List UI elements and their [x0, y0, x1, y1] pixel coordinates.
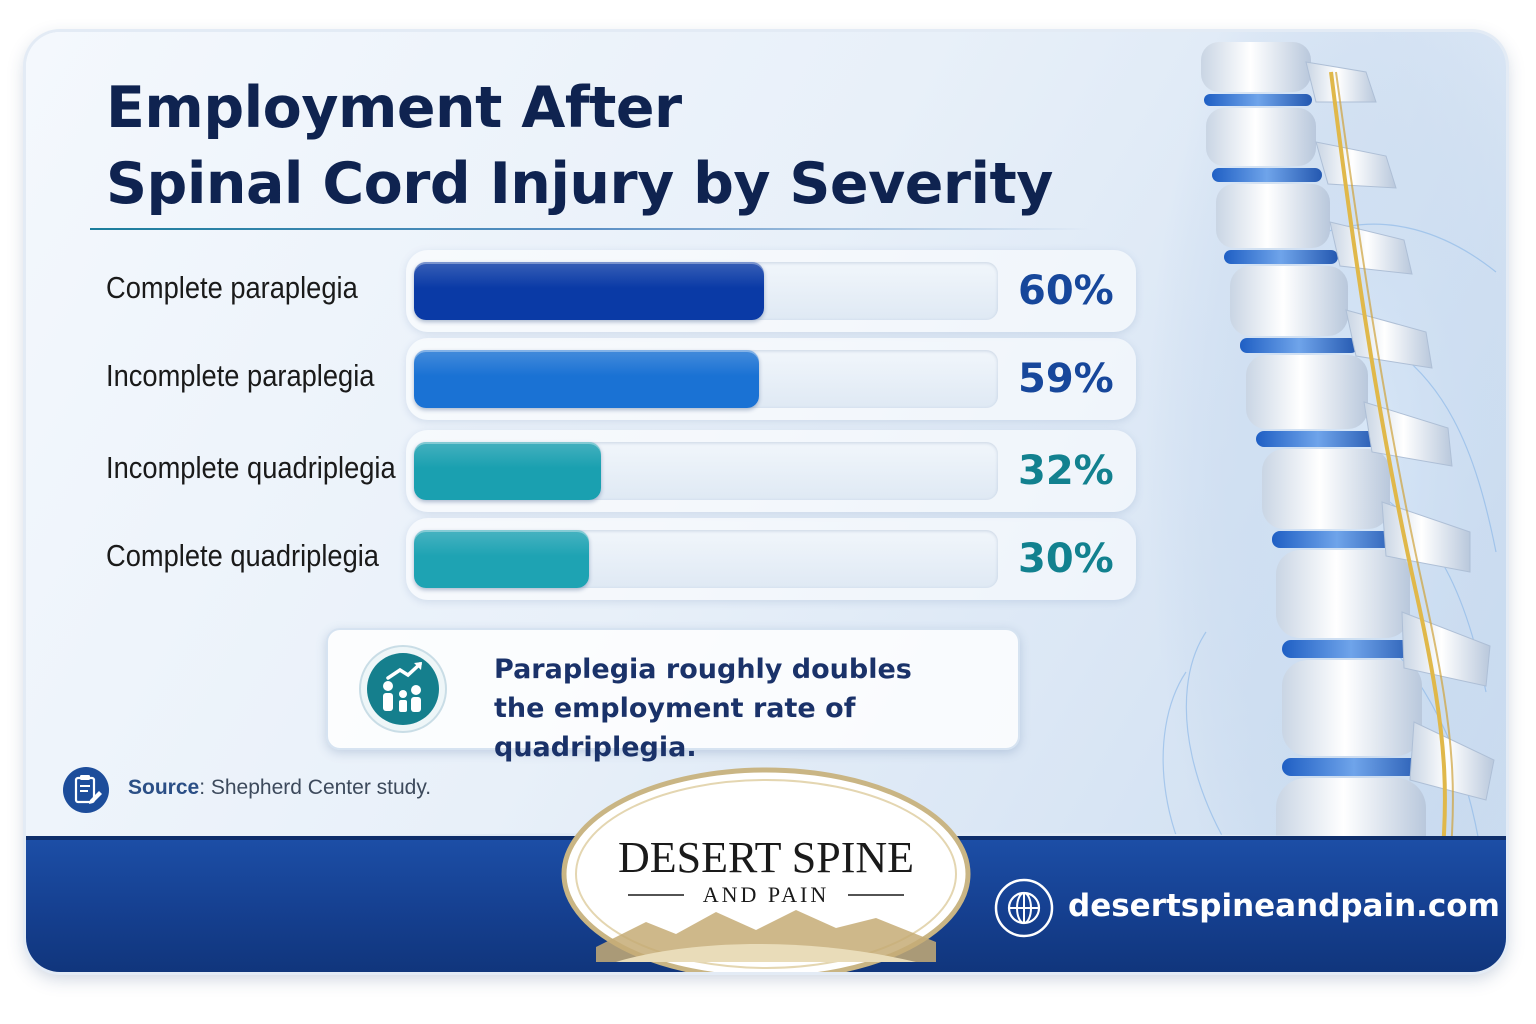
source-key: Source	[128, 776, 200, 799]
website-link[interactable]: desertspineandpain.com	[1068, 888, 1500, 924]
bar	[414, 442, 601, 500]
clipboard-icon	[63, 767, 109, 813]
brand-logo: DESERT SPINE AND PAIN	[561, 767, 971, 972]
source-value: : Shepherd Center study.	[199, 776, 432, 799]
category-label: Complete paraplegia	[106, 270, 358, 305]
globe-icon	[994, 878, 1054, 938]
chart-title: Employment After Spinal Cord Injury by S…	[106, 70, 1053, 222]
callout-line-1: Paraplegia roughly doubles	[494, 654, 912, 685]
bar-row: 60%	[406, 250, 1136, 332]
category-label: Incomplete paraplegia	[106, 358, 375, 393]
value-label: 60%	[1018, 268, 1114, 314]
bar	[414, 350, 759, 408]
bar	[414, 530, 589, 588]
bar-track	[414, 350, 998, 408]
title-divider	[90, 228, 1090, 230]
value-label: 59%	[1018, 356, 1114, 402]
category-label: Complete quadriplegia	[106, 538, 379, 573]
bar-track	[414, 442, 998, 500]
spine-illustration	[1146, 32, 1506, 972]
callout-line-2: the employment rate of quadriplegia.	[494, 693, 856, 763]
logo-name: DESERT SPINE	[618, 833, 914, 882]
bar	[414, 262, 764, 320]
value-label: 30%	[1018, 536, 1114, 582]
infographic-card: Employment After Spinal Cord Injury by S…	[26, 32, 1506, 972]
callout-text: Paraplegia roughly doubles the employmen…	[494, 650, 1018, 767]
source-text: Source: Shepherd Center study.	[128, 776, 431, 800]
bar-row: 59%	[406, 338, 1136, 420]
bar-row: 30%	[406, 518, 1136, 600]
value-label: 32%	[1018, 448, 1114, 494]
bar-track	[414, 262, 998, 320]
bar-track	[414, 530, 998, 588]
insight-callout: Paraplegia roughly doubles the employmen…	[326, 628, 1020, 763]
logo-subtitle: AND PAIN	[703, 882, 829, 907]
people-growth-icon	[359, 645, 447, 733]
bar-row: 32%	[406, 430, 1136, 512]
category-label: Incomplete quadriplegia	[106, 450, 396, 485]
source-note: Source: Shepherd Center study.	[62, 766, 502, 814]
title-line-1: Employment After	[106, 75, 682, 141]
title-line-2: Spinal Cord Injury by Severity	[106, 151, 1053, 217]
